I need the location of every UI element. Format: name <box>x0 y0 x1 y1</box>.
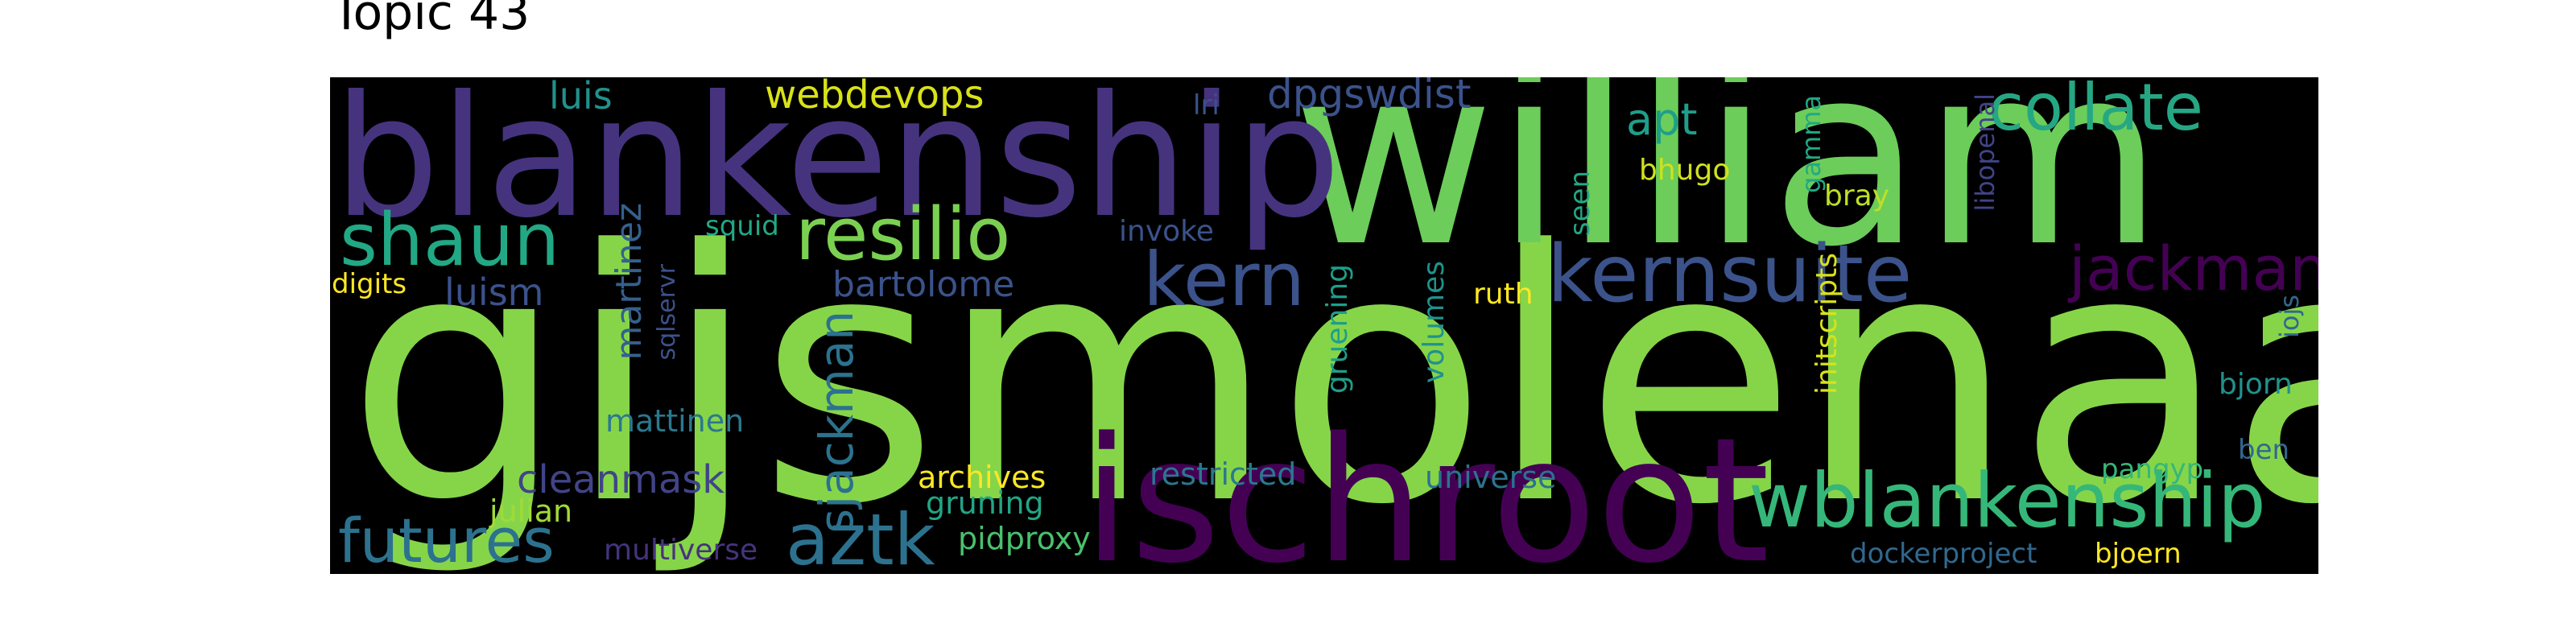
word-universe: universe <box>1425 460 1557 495</box>
word-pangyp: pangyp <box>2101 453 2204 485</box>
word-lri: lri <box>1193 89 1220 122</box>
word-volumes: volumes <box>1418 261 1451 384</box>
word-collate: collate <box>1988 77 2203 145</box>
word-initscripts: initscripts <box>1810 253 1843 395</box>
word-bartolome: bartolome <box>832 264 1015 305</box>
word-julian: julian <box>489 493 573 529</box>
word-archives: archives <box>918 460 1046 495</box>
word-sqlservr: sqlservr <box>653 264 681 361</box>
word-restricted: restricted <box>1150 456 1297 492</box>
word-bhugo: bhugo <box>1639 154 1731 187</box>
word-webdevops: webdevops <box>765 77 985 118</box>
word-ruth: ruth <box>1473 278 1534 311</box>
word-bjoern: bjoern <box>2095 538 2182 570</box>
word-seen: seen <box>1564 171 1596 237</box>
word-ischroot: ischroot <box>1083 401 1770 575</box>
word-cleanmask: cleanmask <box>517 457 725 502</box>
word-shaun: shaun <box>340 198 560 283</box>
word-invoke: invoke <box>1119 215 1214 248</box>
word-martinez: martinez <box>609 203 650 361</box>
word-cloud: gijsmolenaar william blankenship ischroo… <box>330 77 2318 574</box>
word-gijsmolenaar: gijsmolenaar <box>346 178 2318 574</box>
word-squid: squid <box>705 210 779 242</box>
word-gamma: gamma <box>1796 95 1827 193</box>
word-bray: bray <box>1824 180 1890 213</box>
word-gruning: gruning <box>926 485 1044 521</box>
word-jackman: jackman <box>2069 233 2318 304</box>
word-wblankenship: wblankenship <box>1748 457 2266 545</box>
word-ben: ben <box>2238 434 2290 466</box>
word-sjackman: sjackman <box>809 311 864 534</box>
word-luis: luis <box>549 77 613 118</box>
word-blankenship: blankenship <box>333 77 1341 255</box>
word-kern: kern <box>1143 237 1306 323</box>
word-luism: luism <box>444 270 544 314</box>
word-bjorn: bjorn <box>2219 368 2293 401</box>
word-dpgswdist: dpgswdist <box>1267 77 1472 118</box>
word-mattinen: mattinen <box>605 403 745 439</box>
word-futures: futures <box>338 505 555 574</box>
word-aztk: aztk <box>786 498 935 575</box>
word-gruening: gruening <box>1321 264 1354 394</box>
word-apt: apt <box>1626 94 1698 145</box>
word-dockerproject: dockerproject <box>1850 538 2037 570</box>
word-resilio: resilio <box>795 192 1011 277</box>
word-digits: digits <box>332 268 407 300</box>
word-kernsuite: kernsuite <box>1547 229 1913 320</box>
word-pidproxy: pidproxy <box>958 521 1091 556</box>
word-iojs: iojs <box>2274 295 2305 339</box>
figure-title: Topic 43 <box>332 0 530 41</box>
word-libopenal: libopenal <box>1970 93 2000 212</box>
word-multiverse: multiverse <box>604 534 758 567</box>
word-william: william <box>1292 77 2164 301</box>
